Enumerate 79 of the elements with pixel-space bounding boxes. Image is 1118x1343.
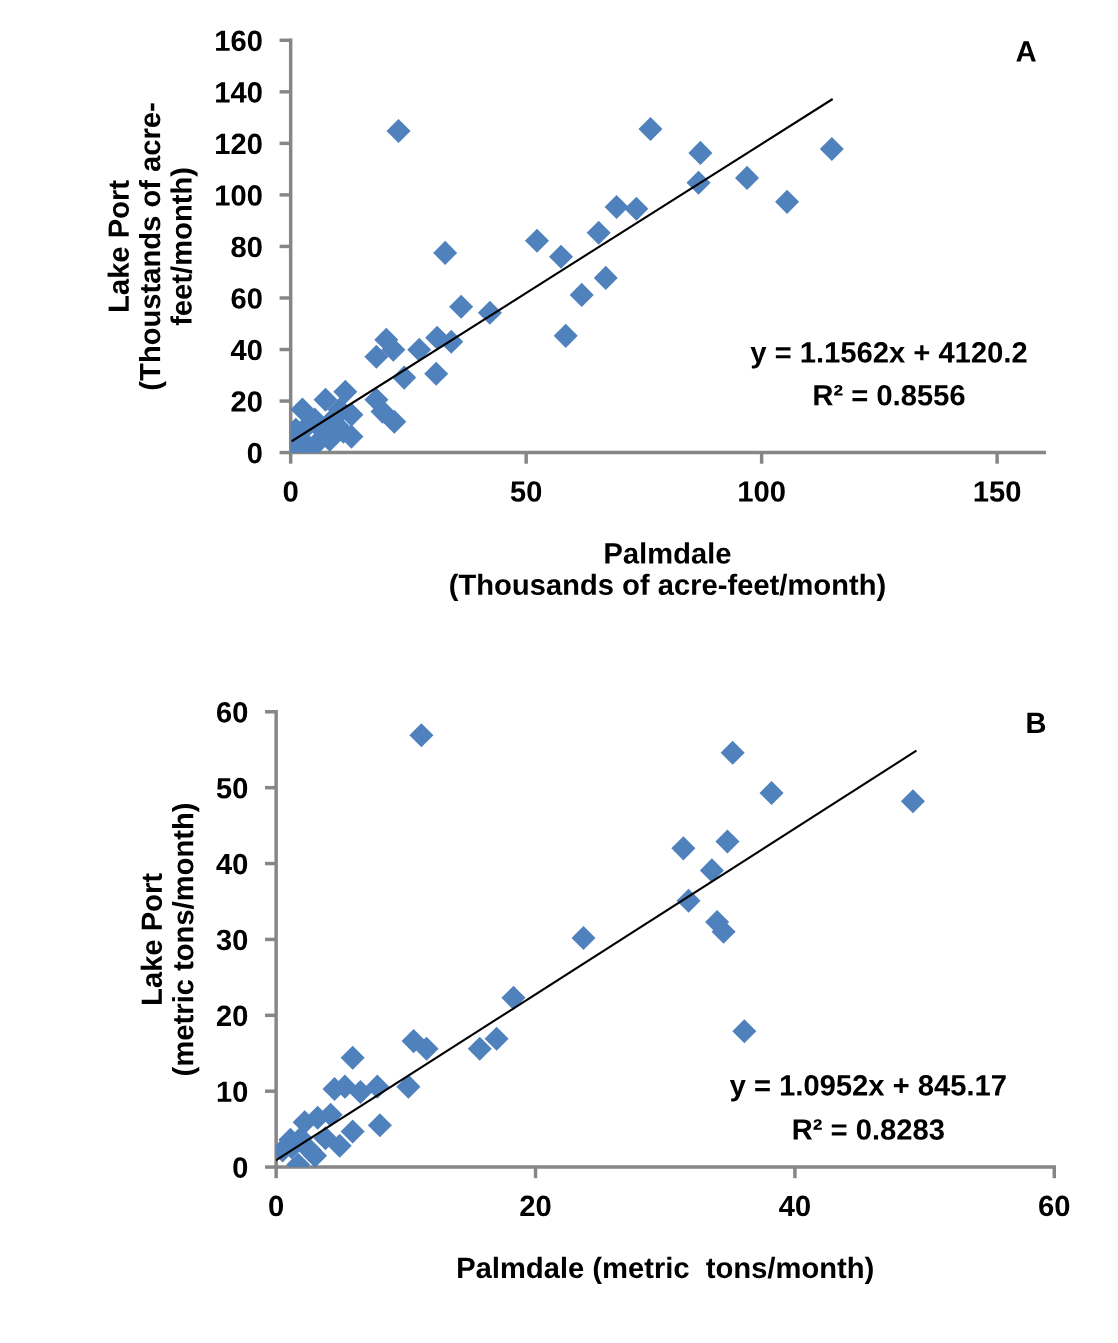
point xyxy=(624,196,649,221)
y-tick-label: 40 xyxy=(216,853,248,875)
point xyxy=(593,265,618,290)
chart-title: B xyxy=(1027,712,1046,733)
x-axis-title: Palmdale (Thousands of acre-feet/month) xyxy=(450,542,885,601)
x-tick-label: 0 xyxy=(269,1195,284,1217)
y-tick-label: 60 xyxy=(231,288,262,309)
point xyxy=(290,397,315,422)
point xyxy=(313,387,338,412)
annotation: y = 1.0952x + 845.17 xyxy=(729,1075,1006,1102)
x-axis-title: Palmdale (metric tons/month) xyxy=(458,1256,873,1284)
x-tick-label: 150 xyxy=(974,481,1021,502)
point xyxy=(501,985,526,1010)
point xyxy=(333,379,358,404)
y-tick-label: 10 xyxy=(217,1081,248,1103)
y-tick-label: 30 xyxy=(216,929,248,951)
y-tick-label: 80 xyxy=(231,236,262,258)
point xyxy=(524,228,550,253)
point xyxy=(775,189,800,214)
point xyxy=(414,1036,439,1061)
point xyxy=(340,1045,365,1070)
y-axis-title: Lake Port (Thoustands of acre- feet/month) xyxy=(107,103,198,390)
x-tick-label: 60 xyxy=(1039,1195,1070,1217)
point xyxy=(396,1074,421,1099)
chart-title: A xyxy=(1016,41,1036,62)
point xyxy=(638,116,663,141)
x-tick-label: 100 xyxy=(739,481,785,502)
point xyxy=(467,1036,492,1061)
point xyxy=(382,409,407,434)
point xyxy=(586,220,611,245)
point xyxy=(759,780,784,806)
point xyxy=(604,194,629,220)
point xyxy=(715,829,740,854)
point xyxy=(688,140,713,165)
y-tick-label: 40 xyxy=(230,339,262,361)
x-tick-label: 50 xyxy=(510,481,542,502)
point xyxy=(327,1133,352,1158)
point xyxy=(671,836,696,861)
y-tick-label: 60 xyxy=(217,701,248,723)
y-tick-label: 50 xyxy=(216,777,248,799)
y-tick-label: 20 xyxy=(216,1005,248,1027)
point xyxy=(433,240,458,265)
x-tick-label: 40 xyxy=(779,1195,810,1217)
point xyxy=(313,1126,338,1151)
point xyxy=(292,1110,317,1135)
y-axis-title: Lake Port (metric tons/month) xyxy=(140,803,200,1075)
point xyxy=(732,1019,757,1044)
y-tick-label: 120 xyxy=(216,133,262,155)
x-tick-label: 0 xyxy=(283,481,298,502)
point xyxy=(699,858,724,883)
point xyxy=(340,1119,365,1144)
point xyxy=(484,1026,509,1051)
point xyxy=(553,323,578,348)
point xyxy=(386,118,411,144)
point xyxy=(407,337,432,362)
point xyxy=(571,925,596,950)
x-tick-label: 20 xyxy=(520,1195,551,1217)
point xyxy=(900,789,925,814)
point xyxy=(449,294,474,319)
point xyxy=(735,165,760,190)
point xyxy=(364,344,389,369)
annotation: R² = 0.8283 xyxy=(793,1119,944,1140)
point xyxy=(720,740,745,765)
annotation: y = 1.1562x + 4120.2 xyxy=(750,342,1027,369)
point xyxy=(424,361,449,386)
y-tick-label: 100 xyxy=(216,185,262,206)
y-tick-label: 0 xyxy=(233,1157,248,1178)
annotation: R² = 0.8556 xyxy=(814,384,965,406)
point xyxy=(548,244,574,269)
point xyxy=(297,1138,322,1163)
y-tick-label: 160 xyxy=(216,30,262,52)
point xyxy=(367,1113,392,1138)
point xyxy=(348,1079,373,1104)
point xyxy=(569,282,594,307)
y-tick-label: 140 xyxy=(216,82,262,103)
point xyxy=(819,137,844,162)
y-tick-label: 20 xyxy=(231,391,262,412)
y-tick-label: 0 xyxy=(247,442,262,464)
point xyxy=(409,723,434,748)
